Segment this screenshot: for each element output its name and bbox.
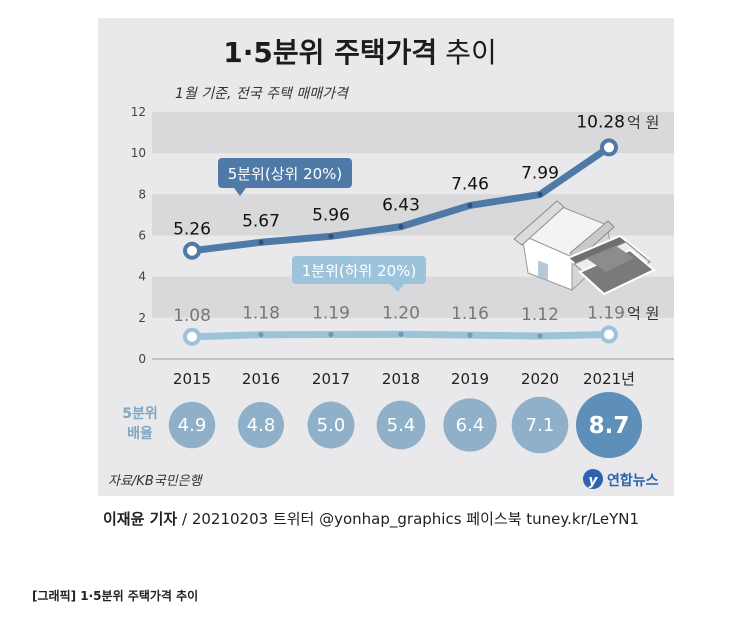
logo: y 연합뉴스 xyxy=(583,469,659,489)
data-point xyxy=(537,333,543,339)
data-point xyxy=(600,325,618,344)
y-tick-label: 6 xyxy=(138,229,146,243)
data-label: 1.19 xyxy=(587,304,625,324)
svg-text:1분위(하위 20%): 1분위(하위 20%) xyxy=(302,262,417,280)
x-tick-label: 2020 xyxy=(521,370,559,388)
ratio-value: 4.9 xyxy=(178,415,207,436)
ratio-label-line2: 배율 xyxy=(127,425,153,442)
data-point xyxy=(328,233,334,239)
data-label: 5.96 xyxy=(312,205,350,225)
ratio-bubble xyxy=(376,400,426,450)
ratio-value: 7.1 xyxy=(526,415,555,436)
data-label: 1.20 xyxy=(382,303,420,323)
data-label: 7.46 xyxy=(451,174,489,194)
ratio-bubble xyxy=(238,402,284,448)
chart-title: 1·5분위 주택가격 추이 xyxy=(223,36,496,69)
y-tick-label: 12 xyxy=(131,105,146,119)
data-point xyxy=(328,331,334,338)
unit-label: 억 원 xyxy=(627,305,659,323)
y-axis: 0 2 4 6 8 10 12 xyxy=(131,105,146,366)
data-point xyxy=(183,327,201,346)
ratio-value: 5.4 xyxy=(387,415,416,436)
grid-band xyxy=(152,112,674,154)
data-label: 7.99 xyxy=(521,164,559,184)
ratio-value: 8.7 xyxy=(589,413,630,439)
ratio-bubble xyxy=(443,398,497,452)
ratio-bubble xyxy=(168,401,216,449)
data-point xyxy=(467,202,473,209)
source-note: 자료/KB국민은행 xyxy=(108,474,204,489)
data-label: 1.18 xyxy=(242,304,280,324)
y-tick-label: 0 xyxy=(138,352,146,366)
money-icon xyxy=(566,234,656,296)
data-label: 1.08 xyxy=(173,306,211,326)
y-tick-label: 8 xyxy=(138,187,146,201)
x-axis: 2015 2016 2017 2018 2019 2020 2021년 xyxy=(173,370,635,388)
data-point xyxy=(600,138,618,157)
data-label: 10.28 xyxy=(576,112,625,132)
value-labels: 5.26 5.67 5.96 6.43 7.46 7.99 10.28 1.08 1.18 1.1… xyxy=(173,112,659,325)
svg-text:5분위(상위 20%): 5분위(상위 20%) xyxy=(228,165,343,183)
y-tick-label: 10 xyxy=(131,146,146,160)
x-tick-label: 2019 xyxy=(451,370,489,388)
chart-subtitle: 1월 기준, 전국 주택 매매가격 xyxy=(175,86,349,102)
data-point xyxy=(258,239,264,245)
credit-line: 이재윤 기자 / 20210203 트위터 @yonhap_graphics 페… xyxy=(103,510,640,528)
data-point xyxy=(398,331,404,337)
data-point xyxy=(537,191,543,198)
x-tick-label: 2016 xyxy=(242,370,280,388)
series-tag-top: 5분위(상위 20%) xyxy=(218,158,352,196)
ratio-value: 6.4 xyxy=(456,415,485,436)
ratio-bubble xyxy=(511,396,569,454)
data-label: 5.67 xyxy=(242,211,280,231)
data-point xyxy=(467,332,473,338)
data-label: 1.19 xyxy=(312,304,350,324)
data-label: 5.26 xyxy=(173,220,211,240)
ratio-value: 4.8 xyxy=(247,415,276,436)
ratio-value: 5.0 xyxy=(317,415,346,436)
x-tick-label: 2017 xyxy=(312,370,350,388)
unit-label: 억 원 xyxy=(627,113,659,131)
x-tick-label: 2015 xyxy=(173,370,211,388)
x-tick-label: 2021년 xyxy=(583,370,635,388)
data-label: 1.12 xyxy=(521,305,559,325)
x-tick-label: 2018 xyxy=(382,370,420,388)
svg-text:연합뉴스: 연합뉴스 xyxy=(607,472,659,489)
ratio-bubbles: 4.9 4.8 5.0 5.4 6.4 7.1 8.7 xyxy=(168,392,642,458)
ratio-bubble xyxy=(576,392,642,458)
y-tick-label: 4 xyxy=(138,270,146,284)
data-point xyxy=(398,224,404,230)
data-point xyxy=(258,332,264,338)
series-tag-bottom: 1분위(하위 20%) xyxy=(292,256,426,292)
figure-caption: [그래픽] 1·5분위 주택가격 추이 xyxy=(32,589,199,603)
data-point xyxy=(183,241,201,260)
svg-text:y: y xyxy=(588,473,598,489)
y-tick-label: 2 xyxy=(138,311,146,325)
ratio-bubble xyxy=(307,401,355,449)
ratio-label-line1: 5분위 xyxy=(122,406,158,422)
data-label: 6.43 xyxy=(382,196,420,216)
data-label: 1.16 xyxy=(451,304,489,324)
series-lines xyxy=(183,138,618,346)
